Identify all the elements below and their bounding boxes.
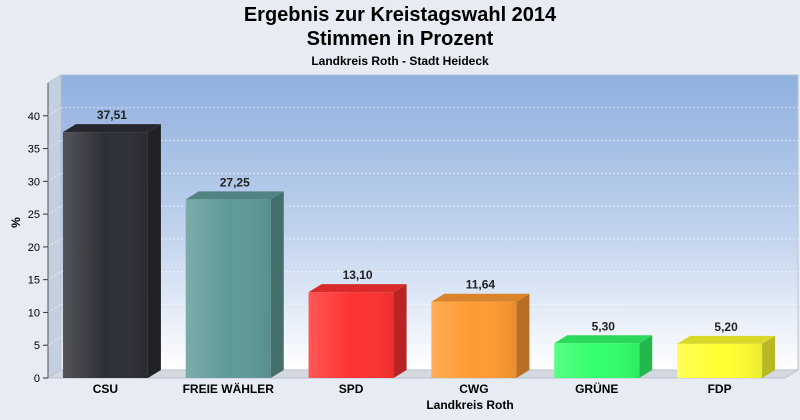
gridline-depth <box>47 107 62 117</box>
y-tick-label: 15 <box>28 275 40 287</box>
x-tick-label: CSU <box>93 382 118 396</box>
data-label: 27,25 <box>220 175 250 189</box>
bar-top <box>554 335 653 344</box>
gridline-depth <box>47 336 62 346</box>
gridline-depth <box>47 172 62 182</box>
bar-shine <box>185 199 271 378</box>
gridline-depth <box>47 238 62 248</box>
bar-side <box>639 335 653 378</box>
bar-top <box>677 335 776 344</box>
x-tick-label: GRÜNE <box>575 381 618 396</box>
chart-subtitle: Stimmen in Prozent <box>306 28 494 50</box>
bar-side <box>516 293 530 378</box>
x-axis-label: Landkreis Roth <box>426 398 513 412</box>
chart-region-subtitle: Landkreis Roth - Stadt Heideck <box>311 54 489 68</box>
y-tick-label: 40 <box>28 111 40 123</box>
chart-title: Ergebnis zur Kreistagswahl 2014 <box>243 4 557 26</box>
y-tick-label: 25 <box>28 209 40 221</box>
x-tick-label: SPD <box>339 382 364 396</box>
x-tick-label: FREIE WÄHLER <box>183 381 275 396</box>
x-tick-label: FDP <box>708 382 732 396</box>
bar-side <box>270 191 284 378</box>
data-label: 11,64 <box>466 278 496 292</box>
bar-shine <box>62 132 148 378</box>
gridline-depth <box>47 140 62 149</box>
plot-back-wall <box>60 74 799 371</box>
gridline-depth <box>47 304 62 313</box>
data-label: 5,20 <box>714 320 738 334</box>
x-tick-label: CWG <box>459 382 488 396</box>
data-label: 37,51 <box>97 108 127 122</box>
bar-side <box>393 284 407 378</box>
bar-side <box>762 335 776 378</box>
gridline-depth <box>47 205 62 215</box>
bar-shine <box>308 292 394 378</box>
bar-shine <box>431 301 517 378</box>
y-tick-label: 30 <box>28 176 40 188</box>
bar-shine <box>677 343 763 378</box>
gridline-depth <box>47 271 62 281</box>
bar-side <box>147 124 161 379</box>
y-tick-label: 10 <box>28 307 40 319</box>
data-label: 5,30 <box>592 319 616 333</box>
data-label: 13,10 <box>343 268 373 282</box>
y-tick-label: 35 <box>28 144 40 156</box>
y-tick-label: 5 <box>34 340 40 352</box>
plot-side-wall <box>47 74 62 379</box>
bar-shine <box>554 343 640 378</box>
bar-top <box>185 191 284 200</box>
y-tick-label: 20 <box>28 242 40 254</box>
bar-top <box>308 284 407 293</box>
y-tick-label: 0 <box>34 373 40 385</box>
bar-top <box>62 124 161 133</box>
bar-top <box>431 293 530 302</box>
y-axis-label: % <box>9 217 23 228</box>
